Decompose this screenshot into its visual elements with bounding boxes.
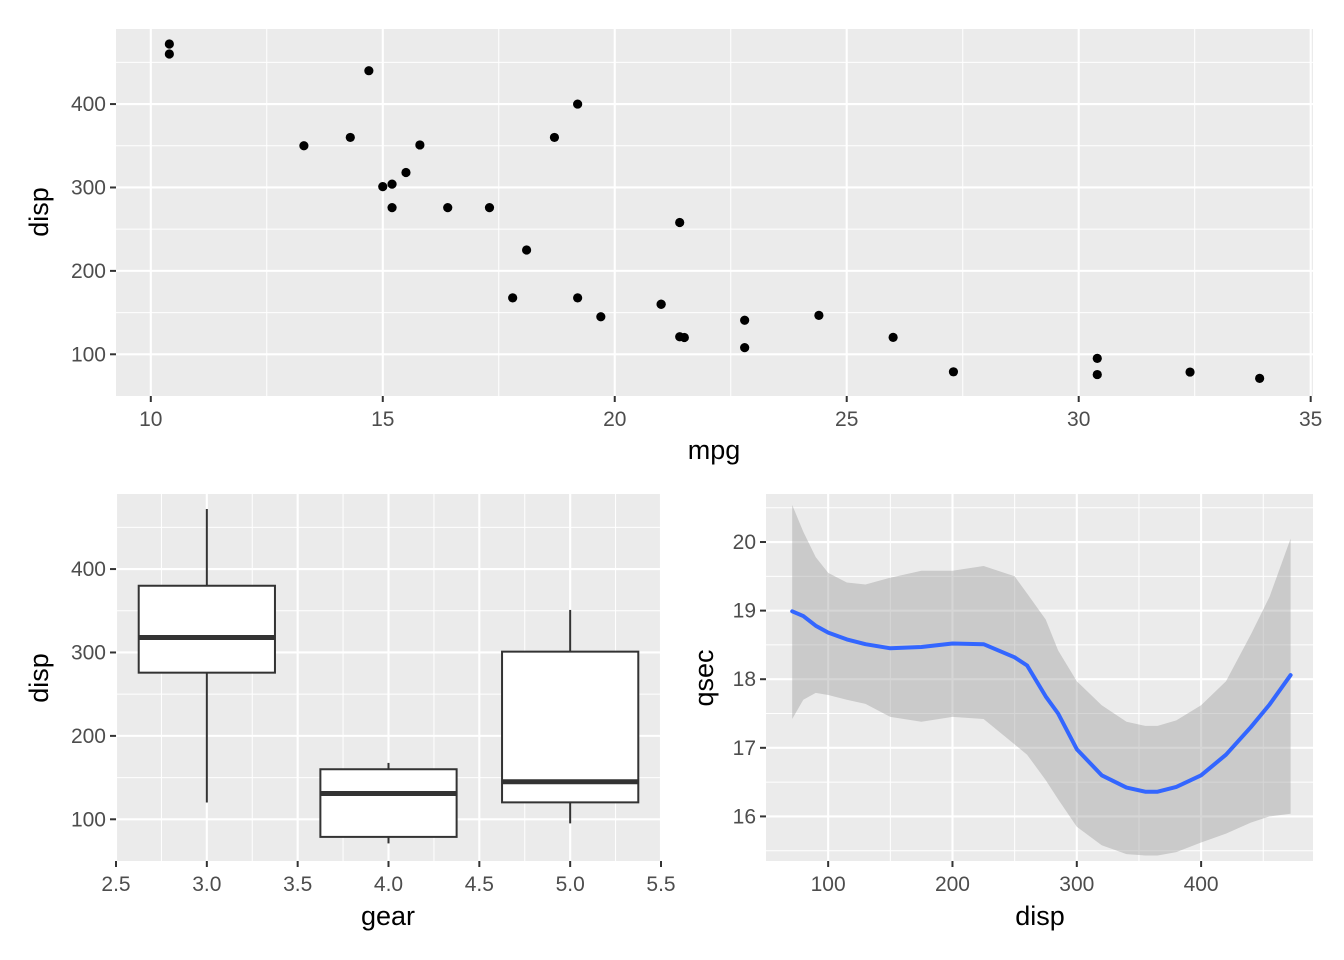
boxplot-x-axis: 2.5 3.0 3.5 4.0 4.5 5.0 5.5	[101, 861, 676, 896]
scatter-point	[948, 367, 959, 377]
scatter-y-axis: 100 200 300 400	[71, 93, 116, 366]
boxplot-x-tick-label: 3.0	[192, 873, 221, 896]
smooth-y-tick-label: 18	[733, 668, 756, 691]
boxplot-x-tick-label: 4.5	[465, 873, 494, 896]
scatter-point	[387, 179, 397, 189]
scatter-point	[415, 140, 425, 150]
smooth-x-axis-title: disp	[1015, 901, 1065, 931]
scatter-point	[549, 132, 560, 143]
scatter-point	[596, 312, 606, 322]
boxplot-y-tick-label: 400	[71, 558, 106, 581]
smooth-y-tick-label: 20	[733, 531, 756, 554]
scatter-point	[740, 315, 750, 325]
scatter-x-tick-label: 35	[1299, 408, 1322, 431]
scatter-point	[1185, 367, 1195, 377]
scatter-x-tick-label: 20	[603, 408, 626, 431]
scatter-point	[387, 203, 397, 213]
smooth-y-tick-label: 19	[733, 600, 756, 623]
scatter-points	[164, 39, 1265, 384]
smooth-panel: 100 200 300 400 16 17 18 19 20 disp qsec	[689, 494, 1313, 931]
boxplot-y-axis: 100 200 300 400	[71, 558, 116, 831]
boxplot-x-axis-title: gear	[361, 901, 415, 931]
smooth-y-axis-title: qsec	[689, 649, 719, 706]
scatter-panel: 10 15 20 25 30 35 100 200 300 400 mpg disp	[24, 29, 1322, 465]
scatter-point	[521, 245, 532, 255]
scatter-gridlines	[116, 29, 1313, 396]
scatter-point	[364, 66, 374, 76]
scatter-x-tick-label: 15	[371, 408, 394, 431]
scatter-x-tick-label: 25	[835, 408, 858, 431]
smooth-y-axis: 16 17 18 19 20	[733, 531, 766, 828]
scatter-x-tick-label: 30	[1067, 408, 1090, 431]
boxplot-y-tick-label: 300	[71, 641, 106, 664]
smooth-x-tick-label: 300	[1059, 873, 1094, 896]
scatter-point	[508, 293, 518, 303]
scatter-point	[888, 332, 898, 342]
scatter-point	[573, 293, 583, 303]
smooth-y-tick-label: 16	[733, 805, 756, 828]
scatter-point	[484, 203, 495, 213]
boxplot-x-tick-label: 5.0	[556, 873, 585, 896]
boxplot-boxes	[137, 509, 640, 844]
smooth-x-tick-label: 100	[811, 873, 846, 896]
scatter-y-tick-label: 100	[71, 343, 106, 366]
boxplot-x-tick-label: 2.5	[101, 873, 130, 896]
scatter-y-tick-label: 200	[71, 260, 106, 283]
boxplot-box	[137, 584, 276, 674]
boxplot-box	[319, 768, 458, 838]
scatter-point	[675, 332, 685, 342]
smooth-x-tick-label: 200	[935, 873, 970, 896]
smooth-gridlines	[766, 494, 1313, 861]
boxplot-y-axis-title: disp	[24, 653, 54, 703]
scatter-point	[1092, 369, 1102, 380]
scatter-point	[1255, 373, 1265, 384]
boxplot-y-tick-label: 100	[71, 808, 106, 831]
boxplot-y-tick-label: 200	[71, 725, 106, 748]
scatter-x-tick-label: 10	[139, 408, 162, 431]
scatter-point	[164, 49, 174, 59]
scatter-point	[1092, 353, 1102, 363]
scatter-point	[401, 167, 411, 178]
smooth-panel-background	[766, 494, 1313, 861]
scatter-point	[573, 99, 583, 109]
scatter-point	[814, 310, 824, 320]
scatter-point	[740, 343, 750, 353]
smooth-x-tick-label: 400	[1184, 873, 1219, 896]
scatter-x-axis: 10 15 20 25 30 35	[139, 396, 1322, 431]
smooth-y-tick-label: 17	[733, 737, 756, 760]
scatter-point	[675, 217, 685, 228]
smooth-marks	[790, 505, 1293, 856]
scatter-y-tick-label: 300	[71, 176, 106, 199]
scatter-point	[164, 39, 174, 49]
smooth-fit-line	[790, 609, 1293, 794]
scatter-x-axis-title: mpg	[688, 435, 741, 465]
boxplot-x-tick-label: 4.0	[374, 873, 403, 896]
scatter-point	[345, 132, 355, 143]
scatter-y-axis-title: disp	[24, 187, 54, 237]
boxplot-x-tick-label: 5.5	[646, 873, 675, 896]
smooth-confidence-band	[792, 505, 1291, 856]
scatter-point	[299, 141, 309, 151]
boxplot-x-tick-label: 3.5	[283, 873, 312, 896]
scatter-point	[378, 182, 388, 192]
scatter-point	[656, 299, 666, 309]
scatter-y-tick-label: 400	[71, 93, 106, 116]
scatter-point	[443, 203, 453, 213]
scatter-panel-background	[116, 29, 1313, 396]
boxplot-box	[501, 650, 640, 804]
smooth-x-axis: 100 200 300 400	[811, 861, 1219, 896]
